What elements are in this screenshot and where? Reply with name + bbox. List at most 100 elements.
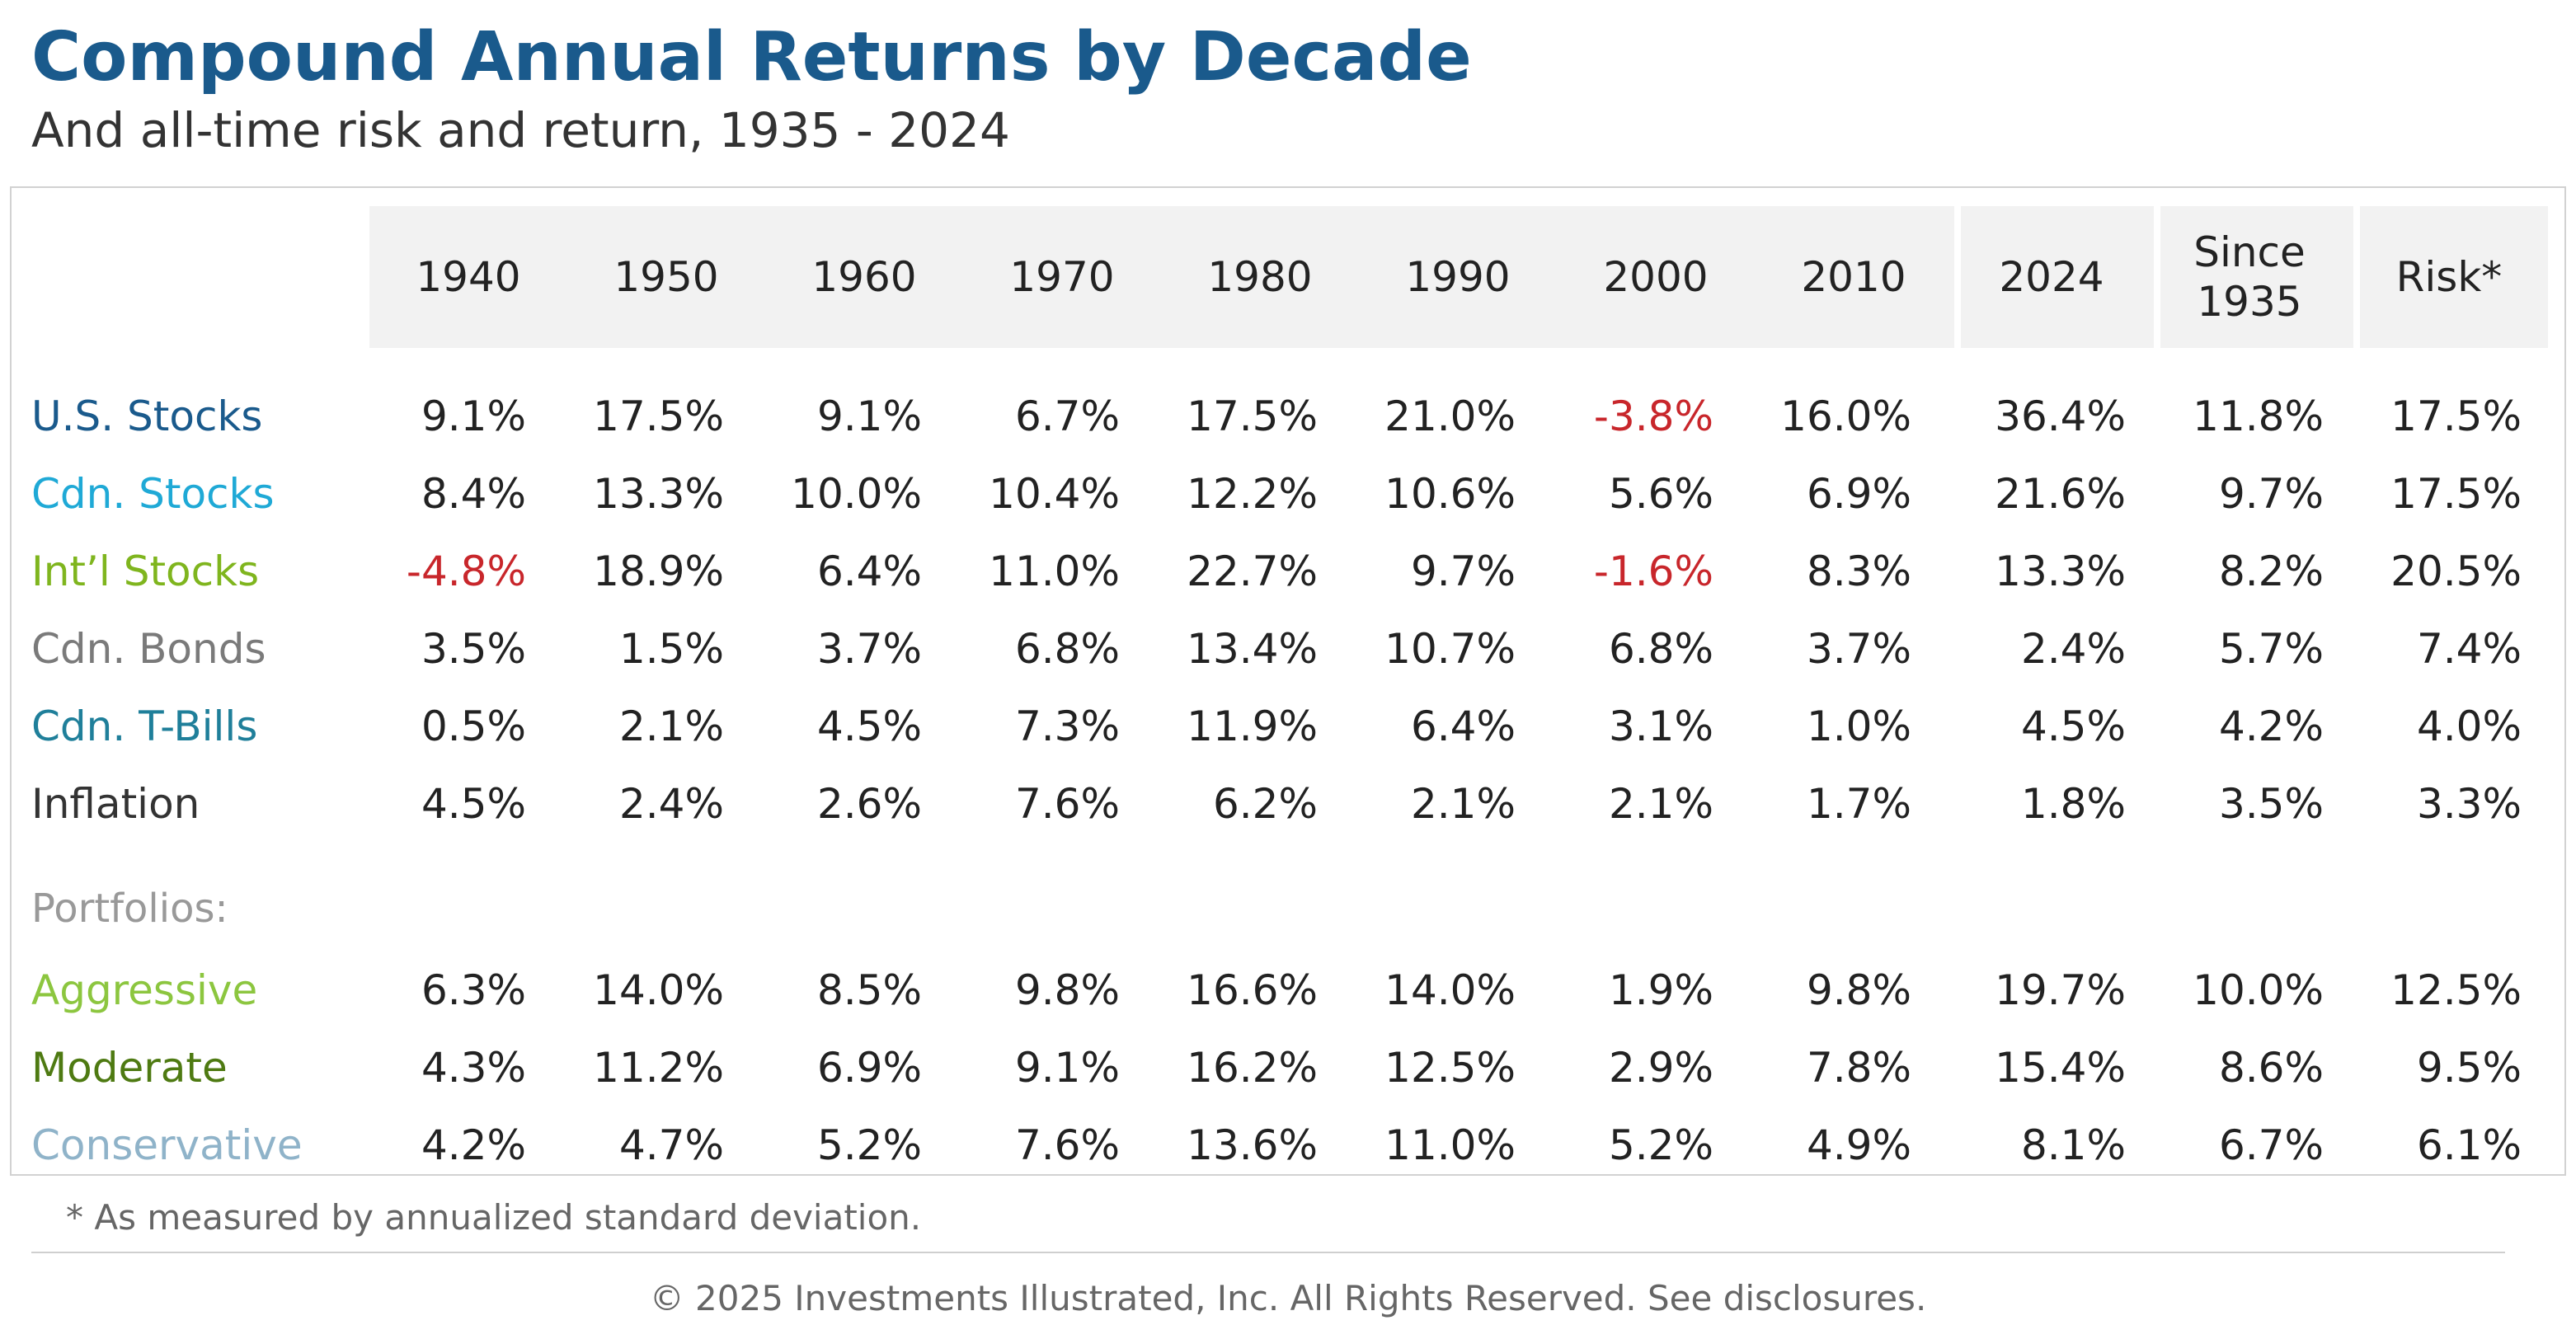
table-cell: 6.4% <box>816 547 922 595</box>
table-cell: 1.8% <box>2020 780 2126 828</box>
table-cell: 16.6% <box>1187 966 1318 1014</box>
table-cell: 8.6% <box>2218 1044 2324 1092</box>
table-cell: 2.1% <box>1410 780 1516 828</box>
table-cell: 9.8% <box>1014 966 1120 1014</box>
row-label: Moderate <box>31 1044 228 1092</box>
table-cell: 12.2% <box>1187 470 1318 518</box>
table-cell: 6.7% <box>1014 392 1120 440</box>
table-cell: 19.7% <box>1995 966 2126 1014</box>
table-cell: 6.3% <box>421 966 526 1014</box>
row-label: Int’l Stocks <box>31 547 260 595</box>
table-cell: 4.3% <box>421 1044 526 1092</box>
table-cell: 21.0% <box>1384 392 1516 440</box>
table-cell: 8.3% <box>1806 547 1911 595</box>
table-cell: 4.2% <box>421 1121 526 1169</box>
table-cell: 4.0% <box>2416 702 2522 750</box>
row-label: Cdn. Stocks <box>31 470 275 518</box>
table-cell: 5.6% <box>1608 470 1713 518</box>
column-header: 1960 <box>811 253 917 301</box>
table-cell: -4.8% <box>406 547 526 595</box>
row-label: Cdn. Bonds <box>31 625 266 673</box>
row-label: U.S. Stocks <box>31 392 263 440</box>
table-cell: 1.7% <box>1806 780 1911 828</box>
table-cell: 13.3% <box>593 470 724 518</box>
table-cell: 1.9% <box>1608 966 1713 1014</box>
column-header: 2024 <box>1999 253 2104 301</box>
table-cell: 9.1% <box>816 392 922 440</box>
table-cell: 13.6% <box>1187 1121 1318 1169</box>
table-cell: 17.5% <box>2390 392 2522 440</box>
header-background <box>1961 206 2154 348</box>
table-cell: 6.1% <box>2416 1121 2522 1169</box>
table-cell: 9.7% <box>2218 470 2324 518</box>
table-cell: 6.2% <box>1212 780 1318 828</box>
table-cell: 7.6% <box>1014 1121 1120 1169</box>
row-label: Cdn. T-Bills <box>31 702 258 750</box>
section-label: Portfolios: <box>31 886 228 932</box>
table-cell: 8.5% <box>816 966 922 1014</box>
table-cell: 5.2% <box>816 1121 922 1169</box>
column-header: 2010 <box>1801 253 1906 301</box>
page-title: Compound Annual Returns by Decade <box>31 18 1472 96</box>
table-cell: 4.2% <box>2218 702 2324 750</box>
table-cell: 11.9% <box>1187 702 1318 750</box>
table-cell: 3.3% <box>2416 780 2522 828</box>
table-cell: 5.2% <box>1608 1121 1713 1169</box>
table-cell: 10.0% <box>791 470 922 518</box>
table-cell: 3.7% <box>1806 625 1911 673</box>
table-cell: 22.7% <box>1187 547 1318 595</box>
table-cell: 8.4% <box>421 470 526 518</box>
column-header: Risk* <box>2395 253 2503 301</box>
table-cell: 17.5% <box>1187 392 1318 440</box>
column-header: 1980 <box>1207 253 1313 301</box>
table-cell: 6.9% <box>1806 470 1911 518</box>
table-cell: 16.0% <box>1780 392 1911 440</box>
table-cell: 11.0% <box>989 547 1120 595</box>
table-cell: 10.0% <box>2193 966 2324 1014</box>
table-cell: 1.0% <box>1806 702 1911 750</box>
table-cell: 4.5% <box>421 780 526 828</box>
table-cell: 5.7% <box>2218 625 2324 673</box>
table-cell: 9.7% <box>1410 547 1516 595</box>
footnote: * As measured by annualized standard dev… <box>66 1197 922 1238</box>
table-cell: 8.1% <box>2020 1121 2126 1169</box>
table-cell: 4.9% <box>1806 1121 1911 1169</box>
table-cell: 2.1% <box>1608 780 1713 828</box>
table-cell: 2.9% <box>1608 1044 1713 1092</box>
table-cell: 3.7% <box>816 625 922 673</box>
column-header: 1950 <box>613 253 719 301</box>
table-cell: 17.5% <box>593 392 724 440</box>
table-cell: 8.2% <box>2218 547 2324 595</box>
table-cell: 7.4% <box>2416 625 2522 673</box>
table-cell: 13.4% <box>1187 625 1318 673</box>
table-cell: 16.2% <box>1187 1044 1318 1092</box>
table-cell: 4.5% <box>816 702 922 750</box>
table-cell: 2.1% <box>618 702 724 750</box>
table-cell: 10.7% <box>1384 625 1516 673</box>
header-background <box>369 206 1954 348</box>
table-cell: -3.8% <box>1593 392 1713 440</box>
table-cell: 6.8% <box>1608 625 1713 673</box>
table-cell: 9.1% <box>421 392 526 440</box>
table-cell: 6.7% <box>2218 1121 2324 1169</box>
table-cell: 13.3% <box>1995 547 2126 595</box>
table-cell: 7.3% <box>1014 702 1120 750</box>
table-cell: 6.8% <box>1014 625 1120 673</box>
table-cell: 7.8% <box>1806 1044 1911 1092</box>
row-label: Aggressive <box>31 966 258 1014</box>
table-cell: 10.4% <box>989 470 1120 518</box>
table-cell: -1.6% <box>1593 547 1713 595</box>
table-cell: 4.7% <box>618 1121 724 1169</box>
table-cell: 20.5% <box>2390 547 2522 595</box>
table-cell: 9.1% <box>1014 1044 1120 1092</box>
table-panel <box>10 186 2566 1176</box>
column-header: Since 1935 <box>2193 228 2306 326</box>
column-header: 1940 <box>416 253 521 301</box>
table-cell: 2.4% <box>2020 625 2126 673</box>
page-subtitle: And all-time risk and return, 1935 - 202… <box>31 102 1010 158</box>
table-cell: 4.5% <box>2020 702 2126 750</box>
row-label: Inflation <box>31 780 200 828</box>
table-cell: 3.5% <box>2218 780 2324 828</box>
table-cell: 3.1% <box>1608 702 1713 750</box>
table-cell: 18.9% <box>593 547 724 595</box>
